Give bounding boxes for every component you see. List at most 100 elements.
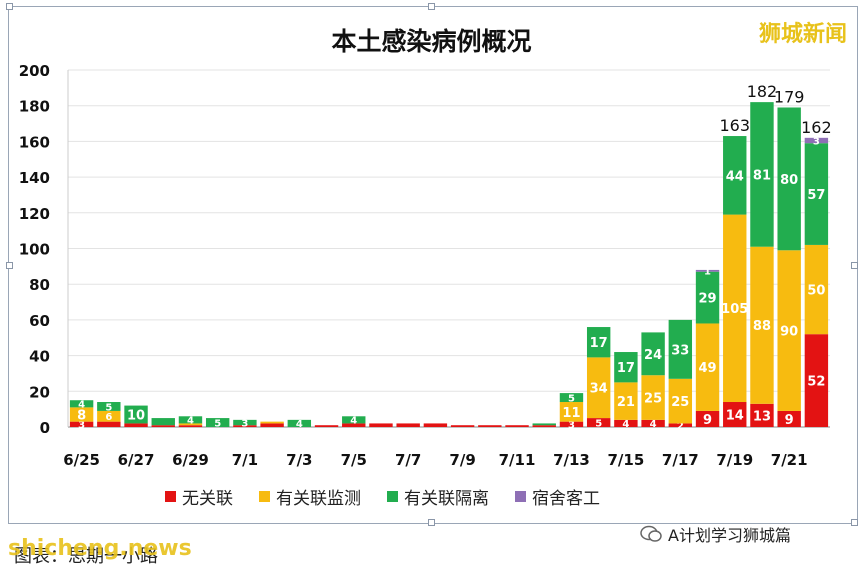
x-tick-label: 7/3	[286, 451, 312, 469]
data-label: 29	[698, 292, 716, 307]
bar-segment	[695, 269, 720, 272]
data-label: 50	[807, 283, 825, 298]
bar-segment	[723, 214, 747, 403]
legend-swatch	[387, 491, 398, 502]
data-label: 33	[671, 343, 689, 358]
x-tick-label: 6/25	[63, 451, 100, 469]
bar-segment	[342, 416, 366, 424]
data-label: 8	[77, 408, 86, 423]
bar-segment	[260, 421, 284, 424]
bar-segment	[586, 357, 611, 419]
legend-swatch	[259, 491, 270, 502]
bar-segment	[559, 393, 584, 403]
data-label: 2	[677, 421, 684, 432]
total-label: 162	[801, 118, 832, 137]
data-label: 3	[568, 420, 575, 431]
resize-handle-bottom[interactable]	[428, 519, 435, 526]
wechat-account: A计划学习狮城篇	[640, 522, 791, 546]
wechat-icon	[640, 525, 662, 542]
data-label: 25	[671, 395, 689, 410]
bar-segment	[124, 423, 148, 427]
bar-segment	[97, 421, 121, 427]
bar-segment	[532, 425, 556, 427]
bar-segment	[287, 419, 312, 427]
x-tick-label: 6/29	[172, 451, 209, 469]
x-tick-label: 7/17	[662, 451, 699, 469]
data-label: 21	[617, 395, 635, 410]
x-tick-label: 7/9	[449, 451, 475, 469]
bar-segment	[178, 416, 203, 424]
data-label: 88	[753, 319, 771, 334]
data-label: 5	[214, 418, 221, 429]
data-label: 5	[595, 418, 602, 429]
bar-segment	[777, 107, 801, 251]
data-label: 3	[78, 420, 85, 431]
data-label: 90	[780, 325, 798, 340]
data-label: 4	[622, 419, 629, 430]
total-label: 163	[719, 116, 750, 135]
data-label: 52	[807, 375, 825, 390]
data-label: 13	[753, 409, 771, 424]
bar-segment	[69, 407, 94, 422]
chart-frame	[8, 6, 858, 524]
bar-segment	[369, 423, 393, 427]
chart-title: 本土感染病例概况	[331, 27, 532, 56]
bar-segment	[151, 418, 175, 426]
x-tick-label: 7/1	[232, 451, 258, 469]
legend-item: 有关联隔离	[387, 484, 489, 509]
bar-segment	[124, 405, 148, 424]
bar-segment	[97, 402, 121, 411]
bar-segment	[804, 334, 829, 427]
data-label: 4	[650, 419, 657, 430]
x-tick-label: 7/11	[499, 451, 536, 469]
legend-item: 有关联监测	[259, 484, 361, 509]
data-label: 11	[562, 406, 580, 421]
y-tick-label: 60	[29, 312, 50, 330]
bar-segment	[777, 250, 801, 411]
data-label: 57	[807, 188, 825, 203]
bar-segment	[505, 425, 529, 427]
resize-handle-right[interactable]	[851, 262, 858, 269]
bar-segment	[205, 418, 230, 427]
bar-segment	[750, 102, 774, 247]
y-tick-label: 40	[29, 348, 50, 366]
wechat-label: A计划学习狮城篇	[668, 526, 791, 545]
bar-segment	[695, 410, 720, 427]
y-tick-label: 200	[19, 62, 50, 80]
bar-segment	[668, 378, 693, 424]
bar-segment	[559, 402, 584, 422]
data-label: 9	[703, 413, 712, 428]
bar-segment	[233, 425, 257, 427]
x-tick-label: 6/27	[118, 451, 155, 469]
data-label: 4	[350, 416, 357, 427]
legend-swatch	[515, 491, 526, 502]
bar-segment	[233, 419, 257, 426]
bar-segment	[314, 425, 339, 427]
data-label: 44	[726, 169, 744, 184]
bar-segment	[69, 400, 94, 408]
data-label: 5	[105, 402, 112, 413]
data-label: 4	[78, 400, 85, 411]
bar-segment	[750, 246, 774, 404]
resize-handle-bottomright[interactable]	[851, 519, 858, 526]
data-label: 1	[704, 267, 711, 278]
resize-handle-topleft[interactable]	[6, 3, 13, 10]
total-label: 182	[747, 82, 778, 101]
watermark-logo: 狮城新闻	[758, 21, 847, 47]
bar-segment	[668, 319, 693, 379]
stacked-bar-chart: 0204060801001201401601802003846/2565106/…	[19, 62, 832, 469]
resize-handle-left[interactable]	[6, 262, 13, 269]
data-label: 34	[590, 382, 608, 397]
bar-segment	[804, 137, 829, 144]
bar-segment	[342, 423, 366, 427]
bar-segment	[695, 323, 720, 411]
x-tick-label: 7/5	[341, 451, 367, 469]
resize-handle-top[interactable]	[428, 3, 435, 10]
data-label: 81	[753, 168, 771, 183]
bar-segment	[614, 352, 638, 383]
bar-segment	[396, 423, 420, 427]
legend-label: 有关联隔离	[404, 489, 489, 509]
y-tick-label: 120	[19, 205, 50, 223]
bar-segment	[777, 410, 801, 427]
bar-segment	[178, 423, 203, 426]
